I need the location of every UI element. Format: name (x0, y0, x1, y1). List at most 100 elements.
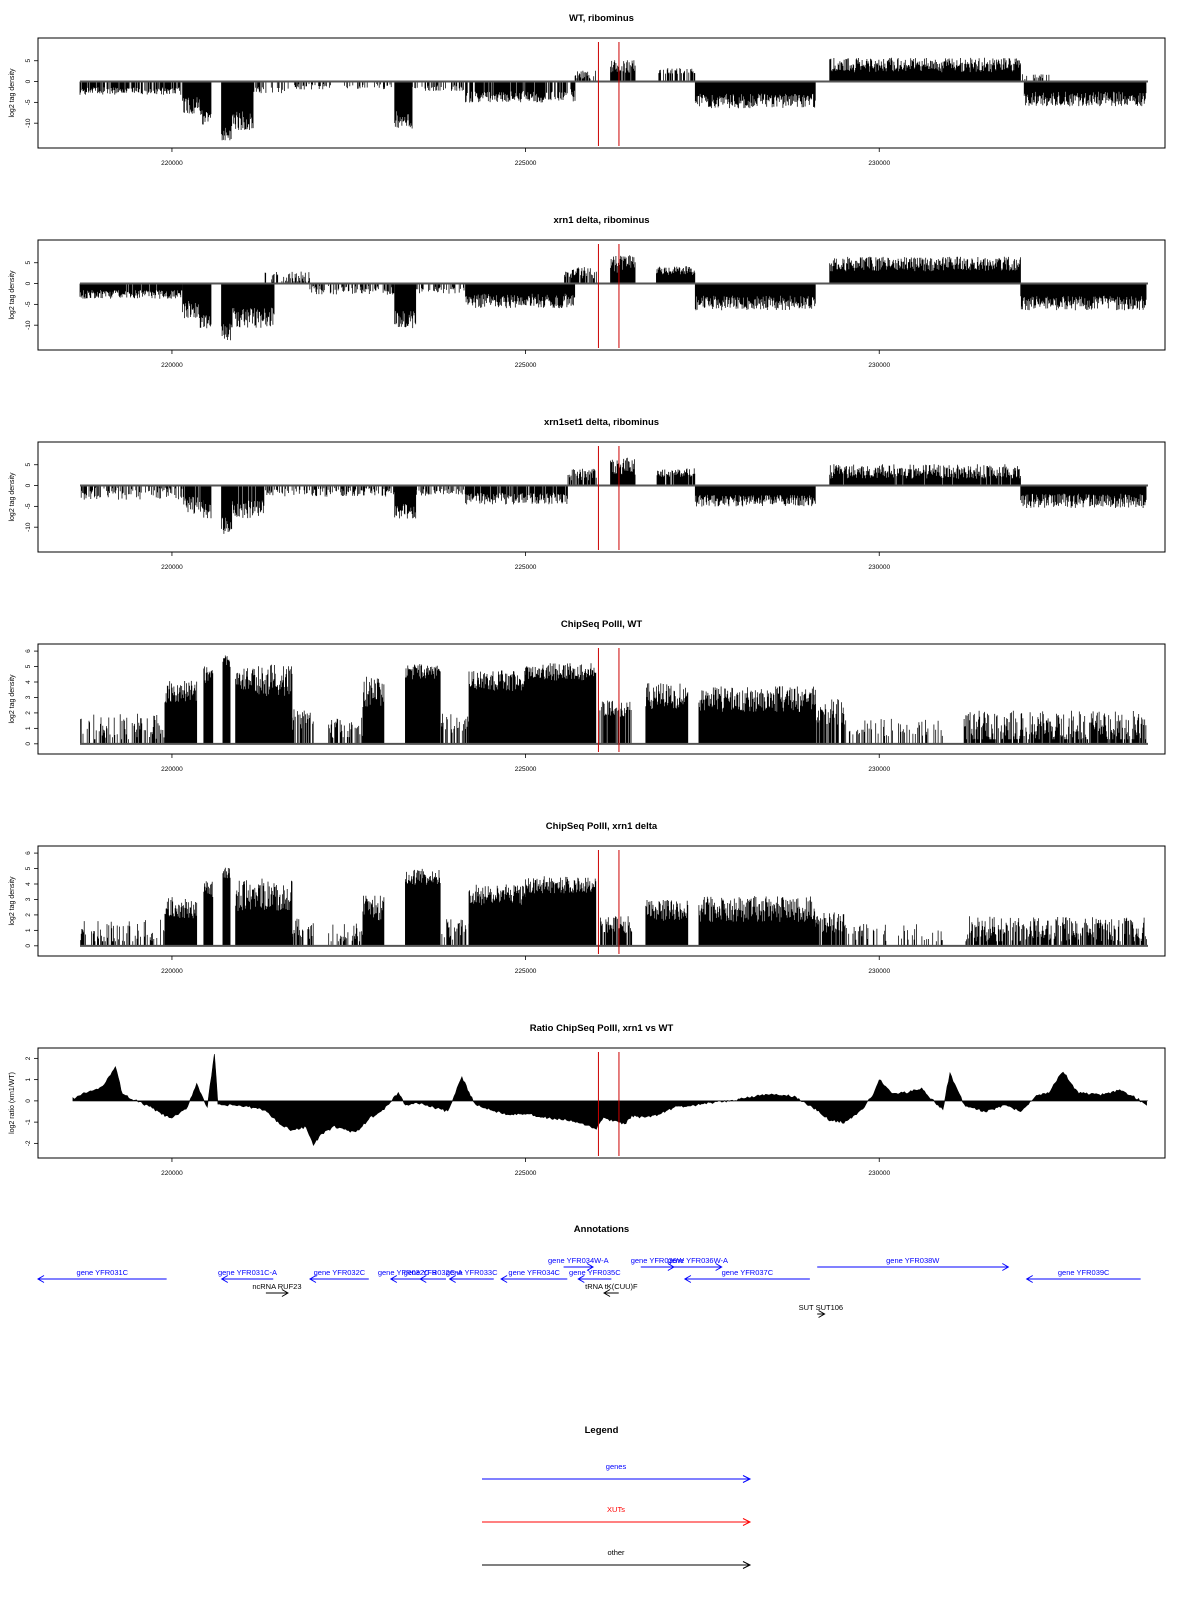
plot-frame (37, 239, 1166, 351)
arrow-right-icon (1002, 1263, 1010, 1271)
coverage-segment (79, 81, 182, 95)
arrow-right-icon (715, 1263, 723, 1271)
track-panel-1: WT, ribominus 5 0 -5 -10 log2 tag density 2200… (9, 13, 1166, 167)
annotation-feature: gene YFR039C (1025, 1268, 1141, 1283)
coverage-segment (658, 68, 696, 82)
coverage-bars (80, 867, 1147, 946)
feature-label: gene YFR036W-A (667, 1256, 728, 1265)
y-axis-label: log2 ratio (xrn1/WT) (9, 1072, 16, 1134)
coverage-segment (291, 918, 314, 946)
y-tick-label: -10 (25, 522, 32, 532)
coverage-segment (394, 81, 413, 129)
coverage-segment (694, 485, 816, 507)
coverage-segment (829, 57, 1021, 82)
y-tick-label: 2 (25, 711, 32, 715)
coverage-segment (698, 896, 816, 946)
y-tick-label: -10 (25, 118, 32, 128)
y-tick-label: 5 (25, 59, 32, 63)
annotations-title: Annotations (574, 1224, 629, 1235)
y-tick-label: 6 (25, 649, 32, 653)
panel-title: ChipSeq PolII, xrn1 delta (546, 821, 658, 832)
arrow-left-icon (37, 1275, 45, 1283)
arrow-left-icon (419, 1275, 427, 1283)
y-tick-label: -10 (25, 320, 32, 330)
coverage-segment (1020, 485, 1147, 508)
annotation-feature: gene YFR035C (569, 1268, 621, 1283)
coverage-segment (222, 655, 231, 744)
x-tick-label: 220000 (161, 968, 183, 975)
coverage-segment (182, 283, 201, 319)
coverage-segment (546, 81, 576, 102)
plot-frame (37, 845, 1166, 957)
y-tick-label: -1 (25, 1119, 32, 1125)
coverage-segment (309, 283, 395, 295)
feature-label: gene YFR036W (631, 1256, 685, 1265)
coverage-segment (574, 70, 596, 82)
annotation-feature: gene YFR033C (446, 1268, 498, 1283)
y-tick-label: 1 (25, 928, 32, 932)
annotation-feature: gene YFR034W-A (548, 1256, 609, 1271)
arrow-right-icon (742, 1475, 752, 1483)
y-tick-label: 3 (25, 897, 32, 901)
coverage-segment (564, 267, 597, 284)
arrow-right-icon (586, 1263, 594, 1271)
y-tick-label: 5 (25, 664, 32, 668)
x-tick-label: 225000 (515, 766, 537, 773)
coverage-segment (252, 81, 289, 94)
legend-label: other (607, 1548, 625, 1557)
arrow-right-icon (281, 1289, 289, 1297)
coverage-segment (80, 485, 183, 500)
plot-frame (37, 1047, 1166, 1159)
coverage-segment (394, 485, 417, 519)
legend-item: XUTs (482, 1505, 752, 1526)
track-panel-3: xrn1set1 delta, ribominus 5 0 -5 -10 log2 tag… (9, 417, 1166, 571)
feature-label: gene YFR032C-B (378, 1268, 437, 1277)
y-axis-label: log2 tag density (9, 472, 16, 522)
x-tick-label: 230000 (868, 1170, 890, 1177)
legend-title: Legend (585, 1425, 619, 1436)
coverage-segment (525, 663, 597, 744)
x-tick-label: 230000 (868, 160, 890, 167)
feature-label: gene YFR031C-A (218, 1268, 277, 1277)
track-panel-5: ChipSeq PolII, xrn1 delta 6 5 4 3 2 1 0 log2 tag… (9, 821, 1166, 975)
coverage-segment (231, 283, 275, 328)
coverage-segment (394, 283, 417, 329)
coverage-segment (265, 485, 395, 497)
coverage-segment (80, 919, 165, 946)
coverage-segment (235, 664, 293, 744)
y-tick-label: 4 (25, 680, 32, 684)
arrow-left-icon (683, 1275, 692, 1283)
feature-label: gene YFR033C (446, 1268, 498, 1277)
coverage-segment (80, 713, 165, 744)
y-axis-label: log2 tag density (9, 674, 16, 724)
coverage-segment (465, 283, 576, 309)
y-tick-label: 0 (25, 483, 32, 487)
coverage-segment (441, 919, 470, 946)
coverage-segment (698, 686, 816, 744)
plot-frame (37, 37, 1166, 149)
x-tick-label: 220000 (161, 160, 183, 167)
panel-title: xrn1set1 delta, ribominus (544, 417, 659, 428)
coverage-segment (164, 897, 198, 946)
y-tick-label: 1 (25, 726, 32, 730)
arrow-left-icon (1025, 1275, 1033, 1283)
x-tick-label: 230000 (868, 766, 890, 773)
arrow-left-icon (308, 1275, 317, 1283)
legend-item: genes (482, 1462, 752, 1483)
feature-label: SUT SUT106 (799, 1303, 843, 1312)
y-tick-label: 2 (25, 1056, 32, 1060)
y-tick-label: 5 (25, 866, 32, 870)
coverage-segment (221, 81, 233, 141)
coverage-segment (694, 81, 816, 109)
coverage-segment (203, 485, 212, 519)
y-tick-label: -5 (25, 301, 32, 307)
coverage-segment (182, 485, 204, 514)
arrow-right-icon (742, 1561, 752, 1569)
panel-title: ChipSeq PolII, WT (561, 619, 642, 630)
annotation-feature: gene YFR031C-A (218, 1268, 277, 1283)
x-tick-label: 220000 (161, 1170, 183, 1177)
coverage-segment (844, 718, 943, 744)
annotation-feature: ncRNA RUF23 (252, 1282, 302, 1297)
